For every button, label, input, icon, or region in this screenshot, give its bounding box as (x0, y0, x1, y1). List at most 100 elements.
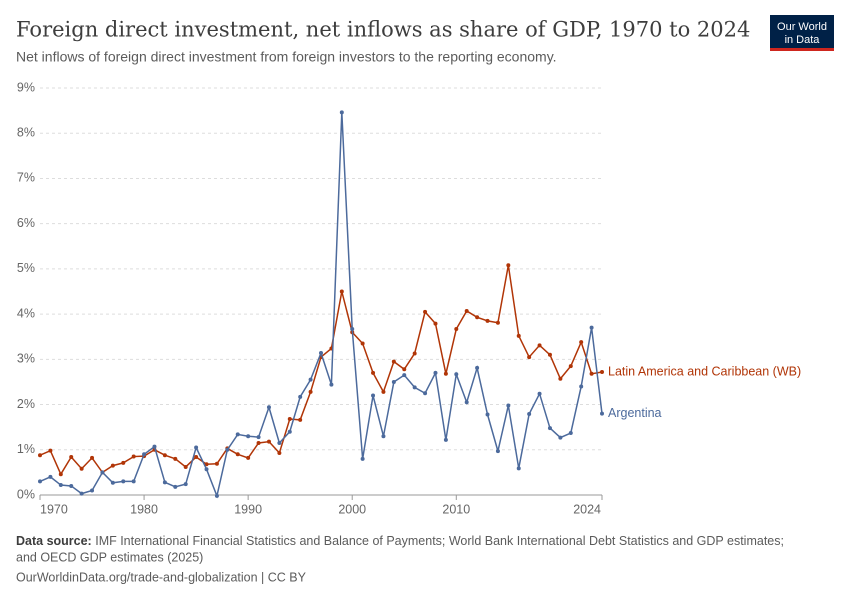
point (329, 382, 334, 387)
point (90, 455, 95, 460)
point (225, 447, 230, 452)
point (412, 385, 417, 390)
point (475, 365, 480, 370)
y-tick-label: 1% (17, 442, 35, 456)
point (547, 352, 552, 357)
point (391, 359, 396, 364)
point (100, 470, 105, 475)
source-label: Data source: (16, 534, 92, 548)
point (391, 379, 396, 384)
point (235, 452, 240, 457)
point (194, 445, 199, 450)
point (443, 437, 448, 442)
y-tick-label: 8% (17, 126, 35, 140)
point (360, 341, 365, 346)
point (506, 403, 511, 408)
logo-bar (770, 48, 834, 51)
point (121, 460, 126, 465)
point (464, 308, 469, 313)
point (360, 456, 365, 461)
point (79, 466, 84, 471)
series: Latin America and Caribbean (WB) (38, 263, 801, 477)
x-tick-label: 2024 (573, 502, 601, 516)
point (277, 440, 282, 445)
y-tick-label: 7% (17, 171, 35, 185)
point (339, 110, 344, 115)
footer-url[interactable]: OurWorldinData.org/trade-and-globalizati… (16, 570, 307, 584)
x-tick-label: 1990 (234, 502, 262, 516)
point (162, 453, 167, 458)
point (110, 480, 115, 485)
point (38, 479, 42, 484)
line (39, 265, 603, 476)
point (142, 452, 147, 457)
point (131, 454, 136, 459)
point (495, 449, 500, 454)
y-tick-label: 4% (17, 306, 35, 320)
x-tick-label: 2010 (442, 502, 470, 516)
point (600, 411, 604, 416)
point (235, 432, 240, 437)
point (121, 479, 126, 484)
point (308, 377, 313, 382)
point (69, 483, 74, 488)
point (558, 376, 563, 381)
point (152, 444, 157, 449)
point (110, 463, 115, 468)
point (371, 393, 376, 398)
point (402, 367, 407, 372)
point (485, 412, 490, 417)
point (589, 325, 594, 330)
point (527, 355, 532, 360)
logo-box (770, 15, 834, 50)
point (537, 343, 542, 348)
series-label: Argentina (608, 406, 662, 420)
point (579, 384, 584, 389)
point (319, 351, 323, 356)
point (558, 435, 563, 440)
logo-text: Our World (777, 21, 827, 33)
point (381, 434, 386, 439)
point (506, 263, 511, 268)
point (58, 483, 63, 488)
series: Argentina (38, 110, 662, 499)
point (423, 309, 428, 314)
point (350, 327, 355, 332)
logo-text: in Data (785, 34, 821, 46)
point (90, 488, 95, 493)
point (485, 318, 490, 323)
point (454, 372, 459, 377)
chart-subtitle: Net inflows of foreign direct investment… (16, 49, 557, 65)
point (412, 351, 417, 356)
point (214, 493, 219, 498)
point (579, 340, 584, 345)
logo[interactable]: Our World in Data (770, 15, 834, 51)
point (423, 391, 428, 396)
point (256, 435, 261, 440)
point (173, 484, 178, 489)
point (277, 450, 282, 455)
point (381, 389, 386, 394)
point (173, 456, 178, 461)
point (589, 371, 594, 376)
point (443, 371, 448, 376)
x-tick-label: 2000 (338, 502, 366, 516)
point (454, 327, 459, 332)
point (204, 467, 209, 472)
point (266, 405, 271, 410)
point (537, 391, 542, 396)
point (69, 455, 74, 460)
y-tick-label: 0% (17, 487, 35, 501)
point (79, 491, 84, 496)
chart-title: Foreign direct investment, net inflows a… (16, 18, 750, 42)
x-tick-label: 1970 (40, 502, 68, 516)
point (298, 394, 303, 399)
point (256, 440, 261, 445)
series-label: Latin America and Caribbean (WB) (608, 364, 801, 378)
point (464, 400, 469, 405)
point (246, 434, 251, 439)
source-text: IMF International Financial Statistics a… (95, 534, 784, 548)
point (162, 480, 167, 485)
point (183, 482, 188, 487)
